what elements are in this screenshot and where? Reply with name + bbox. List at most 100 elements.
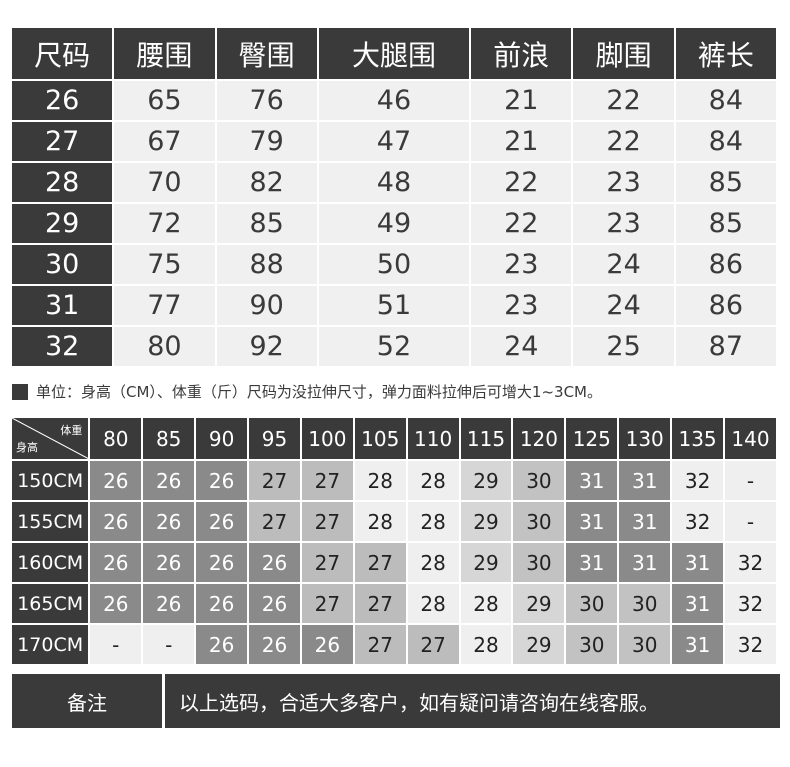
measure-cell: 23 xyxy=(471,245,572,284)
height-cell: 160CM xyxy=(12,543,89,582)
size-cell: 26 xyxy=(196,543,248,582)
column-header: 尺码 xyxy=(12,28,113,79)
size-cell: - xyxy=(725,502,776,541)
table-row: 160CM 26 26 26 26 27 27 28 29 30 31 31 31 32 xyxy=(12,543,776,582)
table-row: 165CM 26 26 26 26 27 27 28 28 29 30 30 31 32 xyxy=(12,584,776,623)
measure-cell: 22 xyxy=(471,163,572,202)
size-cell: 26 xyxy=(196,584,248,623)
measure-cell: 23 xyxy=(573,163,674,202)
size-cell: 30 xyxy=(513,502,565,541)
measure-cell: 50 xyxy=(318,245,470,284)
size-cell: 30 xyxy=(566,584,618,623)
measure-cell: 70 xyxy=(114,163,215,202)
measure-cell: 25 xyxy=(573,327,674,366)
measure-cell: 23 xyxy=(573,204,674,243)
size-cell: 28 xyxy=(460,584,512,623)
size-cell: - xyxy=(725,461,776,500)
header-row: 尺码 腰围 臀围 大腿围 前浪 脚围 裤长 xyxy=(12,28,776,79)
size-cell: 26 xyxy=(90,584,142,623)
size-cell: 30 xyxy=(619,625,671,664)
size-cell: 27 xyxy=(301,584,353,623)
column-header: 脚围 xyxy=(573,28,674,79)
size-cell: 26 xyxy=(143,461,195,500)
measure-cell: 23 xyxy=(471,286,572,325)
weight-header: 135 xyxy=(672,418,724,459)
measure-cell: 51 xyxy=(318,286,470,325)
height-label: 身高 xyxy=(16,441,38,454)
size-cell: 28 xyxy=(460,625,512,664)
size-cell: 26 xyxy=(301,625,353,664)
size-cell: 32 xyxy=(12,327,113,366)
size-cell: 32 xyxy=(725,543,776,582)
height-cell: 150CM xyxy=(12,461,89,500)
size-cell: 29 xyxy=(460,543,512,582)
column-header: 大腿围 xyxy=(318,28,470,79)
column-header: 腰围 xyxy=(114,28,215,79)
size-cell: 31 xyxy=(672,543,724,582)
measure-cell: 72 xyxy=(114,204,215,243)
size-cell: 27 xyxy=(301,461,353,500)
size-cell: 27 xyxy=(301,543,353,582)
weight-header: 90 xyxy=(196,418,248,459)
table-row: 150CM 26 26 26 27 27 28 28 29 30 31 31 32- xyxy=(12,461,776,500)
weight-header: 105 xyxy=(354,418,406,459)
measure-cell: 86 xyxy=(675,245,776,284)
table-row: 170CM - -26 26 26 27 27 28 29 30 30 31 32 xyxy=(12,625,776,664)
measure-cell: 90 xyxy=(216,286,317,325)
size-cell: 28 xyxy=(407,461,459,500)
weight-header-row: 体重 身高 80 85 90 95 100 105 110 115 120 125 130 135 140 xyxy=(12,418,776,459)
size-cell: 27 xyxy=(354,543,406,582)
measure-cell: 67 xyxy=(114,122,215,161)
size-table: 尺码 腰围 臀围 大腿围 前浪 脚围 裤长 26 65 76 46 21 22 84 27 67 79 47 21 2… xyxy=(10,26,778,368)
size-cell: 30 xyxy=(513,461,565,500)
measure-cell: 88 xyxy=(216,245,317,284)
footer-label: 备注 xyxy=(12,674,162,728)
size-cell: 31 xyxy=(619,502,671,541)
weight-header: 85 xyxy=(143,418,195,459)
size-cell: 27 xyxy=(354,625,406,664)
size-cell: 30 xyxy=(12,245,113,284)
measure-cell: 84 xyxy=(675,122,776,161)
measure-cell: 85 xyxy=(675,204,776,243)
corner-header: 体重身高 xyxy=(12,418,89,459)
size-cell: 27 xyxy=(407,625,459,664)
measure-cell: 75 xyxy=(114,245,215,284)
measure-cell: 80 xyxy=(114,327,215,366)
measure-cell: 24 xyxy=(471,327,572,366)
size-cell: 32 xyxy=(672,502,724,541)
measure-cell: 92 xyxy=(216,327,317,366)
height-cell: 155CM xyxy=(12,502,89,541)
size-cell: 26 xyxy=(90,502,142,541)
square-bullet-icon xyxy=(12,383,28,400)
weight-header: 125 xyxy=(566,418,618,459)
measure-cell: 49 xyxy=(318,204,470,243)
measure-cell: 82 xyxy=(216,163,317,202)
weight-label: 体重 xyxy=(60,424,83,437)
measure-cell: 86 xyxy=(675,286,776,325)
weight-header: 95 xyxy=(249,418,300,459)
size-cell: 26 xyxy=(196,461,248,500)
table-row: 32 80 92 52 24 25 87 xyxy=(12,327,776,366)
weight-header: 140 xyxy=(725,418,776,459)
size-cell: 28 xyxy=(354,502,406,541)
column-header: 裤长 xyxy=(675,28,776,79)
size-cell: 31 xyxy=(12,286,113,325)
size-cell: 26 xyxy=(196,625,248,664)
size-cell: 29 xyxy=(513,584,565,623)
size-cell: 26 xyxy=(143,543,195,582)
size-cell: 28 xyxy=(407,543,459,582)
measure-cell: 24 xyxy=(573,245,674,284)
size-cell: 31 xyxy=(619,543,671,582)
measure-cell: 52 xyxy=(318,327,470,366)
size-cell: 26 xyxy=(143,502,195,541)
recommendation-table: 体重 身高 80 85 90 95 100 105 110 115 120 125 130 135 140 1… xyxy=(10,416,778,666)
size-cell: 29 xyxy=(513,625,565,664)
weight-header: 100 xyxy=(301,418,353,459)
size-cell: 26 xyxy=(90,461,142,500)
measure-cell: 47 xyxy=(318,122,470,161)
measure-cell: 24 xyxy=(573,286,674,325)
size-cell: 31 xyxy=(566,461,618,500)
table-row: 26 65 76 46 21 22 84 xyxy=(12,81,776,120)
size-cell: 29 xyxy=(460,461,512,500)
weight-header: 130 xyxy=(619,418,671,459)
